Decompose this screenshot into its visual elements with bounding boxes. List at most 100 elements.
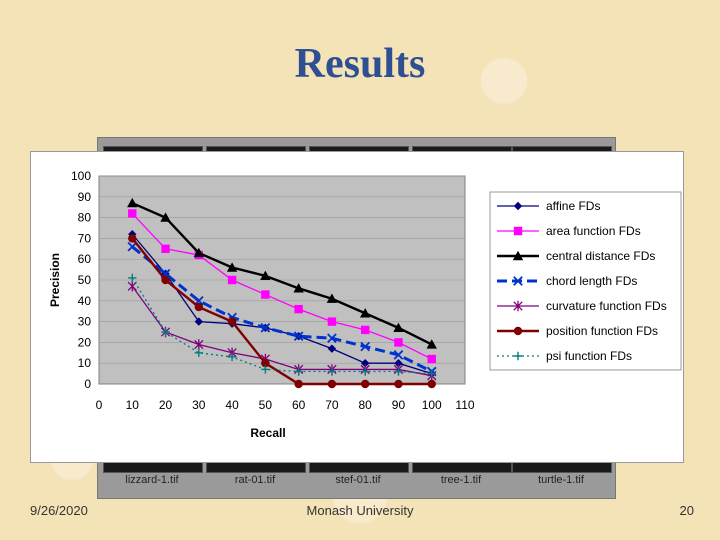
y-tick-label: 20 (78, 335, 92, 349)
chart-panel: 0 10 20 30 40 50 60 70 80 90 100 0 10 20 30 40 50 60 70 80… (30, 151, 684, 463)
data-point (194, 339, 204, 350)
data-point (327, 344, 337, 353)
data-point (260, 323, 271, 333)
x-tick-label: 10 (126, 398, 140, 412)
data-point (394, 338, 403, 347)
data-point (160, 212, 171, 222)
x-tick-label: 50 (259, 398, 273, 412)
y-tick-label: 50 (78, 273, 92, 287)
y-tick-label: 30 (78, 315, 92, 329)
data-point (427, 354, 436, 364)
data-point (161, 327, 170, 337)
footer-date: 9/26/2020 (30, 503, 88, 518)
x-tick-label: 110 (455, 398, 474, 412)
y-tick-label: 60 (78, 252, 92, 266)
precision-recall-chart: 0 10 20 30 40 50 60 70 80 90 100 0 10 20 30 40 50 60 70 80… (48, 169, 682, 440)
data-point (293, 283, 304, 293)
data-point (127, 241, 138, 252)
legend-label: curvature function FDs (546, 299, 667, 313)
data-point (394, 359, 403, 368)
data-point (294, 304, 303, 314)
data-point (512, 250, 524, 261)
footer-organization: Monash University (306, 503, 414, 518)
data-point (227, 317, 237, 326)
thumbnail-label: tree-1.tif (440, 474, 482, 486)
data-point (360, 325, 370, 335)
series-line (131, 237, 432, 386)
data-point (294, 379, 303, 389)
data-point (513, 226, 523, 236)
data-point (293, 331, 304, 341)
x-tick-label: 30 (192, 398, 206, 412)
data-point (360, 367, 370, 376)
y-tick-label: 70 (78, 231, 92, 245)
slide-title: Results (294, 41, 426, 87)
x-tick-label: 80 (359, 398, 373, 412)
series-line (131, 245, 433, 373)
legend-label: area function FDs (546, 224, 641, 238)
legend-label: psi function FDs (546, 349, 632, 363)
x-tick-label: 90 (392, 398, 406, 412)
data-point (513, 351, 523, 361)
series-line (131, 201, 433, 346)
data-point (394, 379, 403, 389)
data-point (360, 359, 370, 368)
legend-label: affine FDs (546, 199, 600, 213)
data-point (128, 273, 137, 283)
legend-label: central distance FDs (546, 249, 655, 263)
x-tick-label: 70 (325, 398, 339, 412)
data-point (194, 348, 204, 357)
thumbnail-label: rat-01.tif (234, 474, 276, 486)
data-point (427, 369, 436, 378)
data-point (161, 244, 170, 253)
data-point (327, 317, 337, 326)
y-tick-label: 90 (78, 190, 92, 204)
legend-label: position function FDs (546, 324, 658, 338)
y-tick-label: 0 (84, 377, 91, 391)
data-point (127, 197, 138, 208)
data-point (513, 201, 523, 211)
data-point (360, 379, 370, 389)
data-point (393, 322, 404, 333)
data-point (227, 275, 237, 285)
x-axis-title: Recall (250, 426, 285, 440)
thumbnail-label: lizzard-1.tif (125, 474, 179, 486)
x-tick-label: 20 (159, 398, 173, 412)
data-point (360, 341, 371, 352)
y-tick-label: 80 (78, 211, 92, 225)
y-axis-title: Precision (48, 253, 62, 307)
series-line (131, 212, 433, 360)
data-point (359, 308, 371, 318)
data-point (327, 367, 337, 376)
data-point (227, 352, 237, 362)
x-tick-label: 40 (225, 398, 239, 412)
data-point (513, 276, 523, 286)
data-point (261, 365, 270, 374)
data-point (326, 293, 338, 303)
x-tick-label: 60 (292, 398, 306, 412)
data-point (261, 290, 270, 299)
thumbnail-label: turtle-1.tif (538, 474, 584, 486)
data-point (194, 302, 204, 312)
data-point (260, 270, 271, 281)
legend-label: chord length FDs (546, 274, 637, 288)
data-point (226, 262, 238, 272)
data-point (294, 367, 303, 376)
data-point (261, 359, 270, 368)
y-tick-label: 10 (78, 356, 92, 370)
thumbnail-label: stef-01.tif (335, 474, 381, 486)
y-tick-label: 100 (71, 169, 91, 183)
data-point (194, 317, 204, 326)
data-point (513, 326, 523, 336)
data-point (394, 367, 403, 376)
x-tick-label: 100 (422, 398, 442, 412)
data-point (327, 333, 337, 344)
data-point (193, 247, 205, 258)
data-point (161, 275, 170, 285)
data-point (426, 339, 437, 349)
data-point (128, 209, 137, 218)
y-tick-label: 40 (78, 294, 92, 308)
data-point (128, 234, 137, 243)
data-point (427, 379, 436, 389)
data-point (513, 300, 523, 312)
